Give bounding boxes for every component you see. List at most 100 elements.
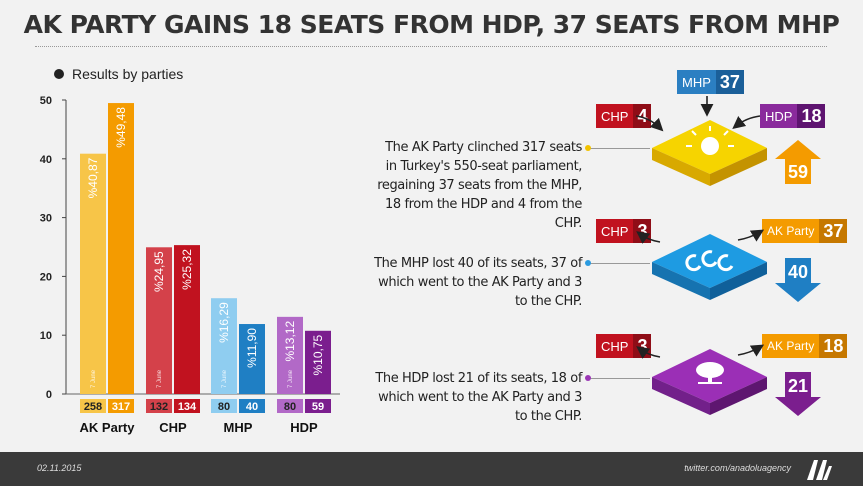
mhp-right-arrow [737,229,765,242]
bar [277,316,303,394]
seat-box [305,399,331,413]
seat-box [174,399,200,413]
bar [305,330,331,394]
bar [146,247,172,394]
bar-value-label: %40,87 [86,157,100,198]
mhp-blurb: The MHP lost 40 of its seats, 37 of whic… [374,256,582,309]
ak-right-value: 18 [797,104,826,128]
bar [108,103,134,394]
ak-blurb: The AK Party clinched 317 seats in Turke… [377,140,582,231]
hdp-right-arrow [737,344,765,357]
ak-connector-dot [585,145,591,151]
ak-party-logo-icon [686,126,734,155]
mhp-tile [652,234,767,300]
hdp-right-value: 18 [819,334,848,358]
y-tick-label: 20 [40,271,52,283]
bar [211,298,237,394]
mhp-left-value: 3 [633,219,652,243]
ak-change-label: 59 [788,162,808,182]
mhp-right-badge: AK Party 37 [762,219,848,243]
bar [80,153,106,394]
bar [174,245,200,394]
hdp-tree-icon [696,362,724,384]
aa-logo-icon [807,460,832,480]
category-label: HDP [290,420,318,435]
bar-value-label: %13,12 [283,321,297,362]
bar-chart: 0 10 20 30 40 50 %40,87 7 June 258 %49,48 317 AK Pa… [40,95,340,435]
bar-value-label: %25,32 [180,249,194,290]
hdp-down-arrow [775,372,821,416]
category-label: MHP [224,420,253,435]
hdp-change-label: 21 [788,376,808,396]
hdp-right-party: AK Party [762,334,820,358]
series-name-label: 7 June [222,369,228,388]
hdp-blurb: The HDP lost 21 of its seats, 18 of whic… [375,371,582,424]
hdp-tile [652,349,767,415]
ak-right-party: HDP [760,104,798,128]
legend-label: Results by parties [72,66,184,82]
ak-tile [652,120,767,186]
mhp-connector-dot [585,260,591,266]
bar-value-label: %49,48 [114,107,128,148]
seat-label: 80 [218,401,230,413]
y-tick-label: 30 [40,213,52,225]
mhp-right-value: 37 [819,219,848,243]
ak-left-party: CHP [596,104,634,128]
y-tick-label: 50 [40,95,52,107]
seat-box [80,399,106,413]
mhp-right-party: AK Party [762,219,820,243]
page-title: AK PARTY GAINS 18 SEATS FROM HDP, 37 SEA… [23,10,840,39]
mhp-to-ak-value: 37 [715,70,744,94]
series-name-label: 7 June [91,369,97,388]
ak-connector [588,148,650,149]
seat-label: 59 [312,401,324,413]
seat-box [239,399,265,413]
y-tick-label: 0 [46,389,52,401]
seat-label: 258 [84,401,102,413]
category-label: AK Party [80,420,136,435]
seat-label: 80 [284,401,296,413]
seat-label: 40 [246,401,258,413]
hdp-left-badge: CHP 3 [596,334,652,358]
seat-box [277,399,303,413]
title-divider [35,46,827,47]
seat-label: 317 [112,401,130,413]
legend-dot-icon [54,69,64,79]
seat-box [146,399,172,413]
series-name-label: 7 June [288,369,294,388]
mhp-change-label: 40 [788,262,808,282]
bar [239,324,265,394]
mhp-crescents-icon [685,250,734,272]
bar-value-label: %24,95 [152,251,166,292]
ak-left-value: 4 [633,104,652,128]
hdp-connector [588,378,650,379]
category-label: CHP [159,420,187,435]
y-tick-label: 40 [40,154,52,166]
hdp-left-value: 3 [633,334,652,358]
ak-up-arrow [775,140,821,184]
mhp-to-ak-party: MHP [677,70,716,94]
seat-label: 132 [150,401,168,413]
series-name-label: 7 June [157,369,163,388]
ak-left-badge: CHP 4 [596,104,652,128]
mhp-connector [588,263,650,264]
footer-handle[interactable]: twitter.com/anadoluagency [684,463,791,473]
chart-legend: Results by parties [54,66,183,82]
mhp-left-party: CHP [596,219,634,243]
hdp-connector-dot [585,375,591,381]
seat-box [211,399,237,413]
footer: 02.11.2015 twitter.com/anadoluagency [0,452,863,486]
hdp-left-party: CHP [596,334,634,358]
bar-value-label: %11,90 [245,328,259,368]
mhp-down-arrow [775,258,821,302]
bar-value-label: %10,75 [311,334,325,375]
y-tick-label: 10 [40,330,52,342]
seat-label: 134 [178,401,197,413]
footer-date: 02.11.2015 [37,463,82,473]
mhp-to-ak-badge: MHP 37 [677,70,744,94]
ak-right-badge: HDP 18 [760,104,826,128]
seat-box [108,399,134,413]
bar-value-label: %16,29 [217,302,231,343]
mhp-left-badge: CHP 3 [596,219,652,243]
hdp-right-badge: AK Party 18 [762,334,848,358]
